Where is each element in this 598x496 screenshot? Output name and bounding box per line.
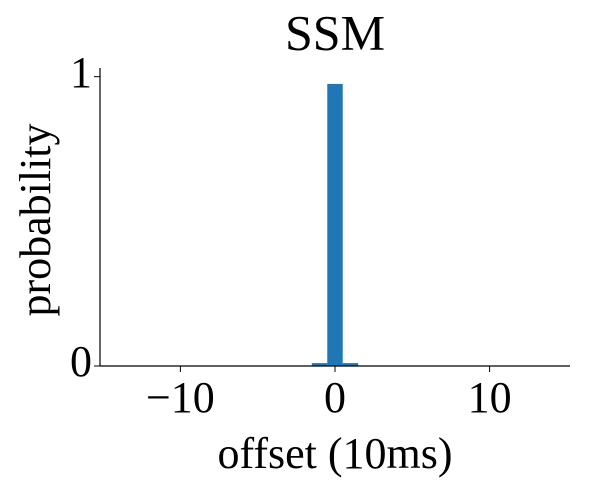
y-axis-label: probability [11, 123, 60, 316]
x-tick-label: 10 [468, 373, 512, 422]
bar [327, 83, 343, 366]
bar [342, 363, 359, 366]
bar [311, 363, 328, 366]
y-tick-label: 1 [70, 48, 92, 97]
x-axis-label: offset (10ms) [217, 429, 452, 478]
y-tick-label: 0 [70, 337, 92, 386]
chart-title: SSM [285, 4, 385, 60]
x-tick-label: −10 [146, 373, 215, 422]
x-tick-label: 0 [324, 373, 346, 422]
